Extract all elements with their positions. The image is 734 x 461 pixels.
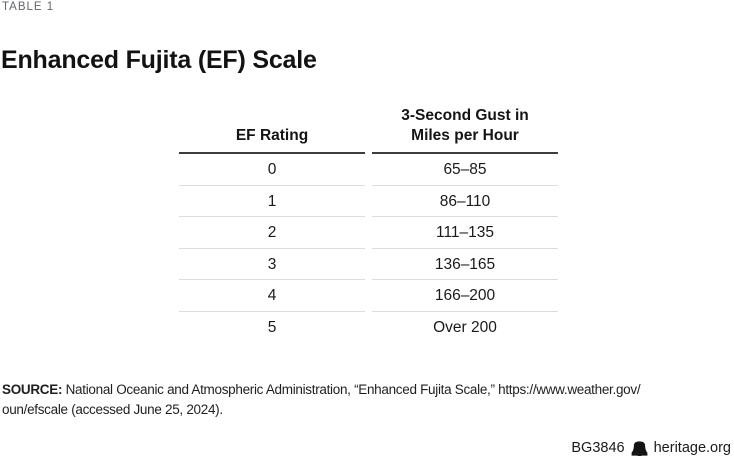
document-id: BG3846 — [571, 440, 625, 456]
column-header-ef-rating: EF Rating — [179, 98, 365, 154]
ef-rating-value: 0 — [179, 154, 365, 186]
footer: BG3846 heritage.org — [571, 440, 731, 456]
gust-range-value: 86–110 — [372, 186, 558, 217]
gust-range-value: 166–200 — [372, 280, 558, 312]
page-title: Enhanced Fujita (EF) Scale — [1, 45, 317, 74]
table-kicker-label: TABLE 1 — [2, 1, 55, 13]
table-row: 5 Over 200 — [179, 312, 558, 344]
ef-rating-value: 3 — [179, 249, 365, 280]
site-domain: heritage.org — [653, 440, 731, 456]
gust-range-value: 111–135 — [372, 217, 558, 249]
ef-rating-value: 5 — [267, 318, 277, 336]
ef-scale-table: EF Rating 3-Second Gust in Miles per Hou… — [179, 98, 558, 343]
ef-rating-value: 4 — [179, 280, 365, 312]
gust-range-value: 65–85 — [372, 154, 558, 186]
table-header-row: EF Rating 3-Second Gust in Miles per Hou… — [179, 98, 558, 154]
table-row: 1 86–110 — [179, 186, 558, 217]
source-text-line1: National Oceanic and Atmospheric Adminis… — [65, 382, 641, 397]
source-note: SOURCE: National Oceanic and Atmospheric… — [2, 380, 732, 420]
ef-rating-value: 2 — [179, 217, 365, 249]
heritage-bell-icon — [631, 440, 648, 456]
table-row: 4 166–200 — [179, 280, 558, 312]
table-row: 0 65–85 — [179, 154, 558, 186]
gust-range-value: Over 200 — [433, 318, 497, 336]
ef-rating-value: 1 — [179, 186, 365, 217]
gust-range-value: 136–165 — [372, 249, 558, 280]
source-text-line2: oun/efscale (accessed June 25, 2024). — [2, 402, 223, 417]
source-label: SOURCE: — [2, 382, 63, 397]
table-row: 3 136–165 — [179, 249, 558, 280]
column-header-gust: 3-Second Gust in Miles per Hour — [372, 98, 558, 154]
table-row: 2 111–135 — [179, 217, 558, 249]
